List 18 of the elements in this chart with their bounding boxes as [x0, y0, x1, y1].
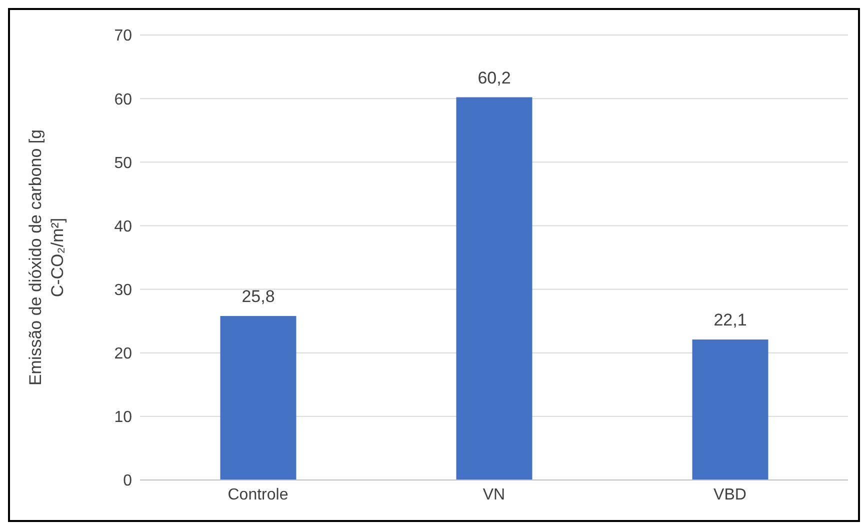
- data-label: 25,8: [242, 286, 275, 306]
- y-tick-label: 70: [114, 28, 132, 45]
- y-tick-label: 30: [114, 282, 132, 299]
- y-axis-title: Emissão de dióxido de carbono [g C-CO₂/m²]: [26, 129, 67, 386]
- bar: [456, 97, 532, 480]
- y-tick-label: 20: [114, 346, 132, 363]
- data-label: 60,2: [478, 68, 511, 88]
- data-label: 22,1: [714, 310, 747, 330]
- y-tick-label: 0: [123, 472, 132, 490]
- y-tick-label: 50: [114, 154, 132, 172]
- y-tick-label: 10: [114, 409, 132, 426]
- y-tick-label: 60: [114, 91, 132, 108]
- y-tick-label: 40: [114, 218, 132, 236]
- x-tick-label: Controle: [228, 486, 288, 504]
- x-tick-label: VN: [482, 486, 506, 504]
- x-tick-label: VBD: [714, 486, 746, 504]
- bar: [692, 340, 768, 480]
- bar: [220, 316, 296, 480]
